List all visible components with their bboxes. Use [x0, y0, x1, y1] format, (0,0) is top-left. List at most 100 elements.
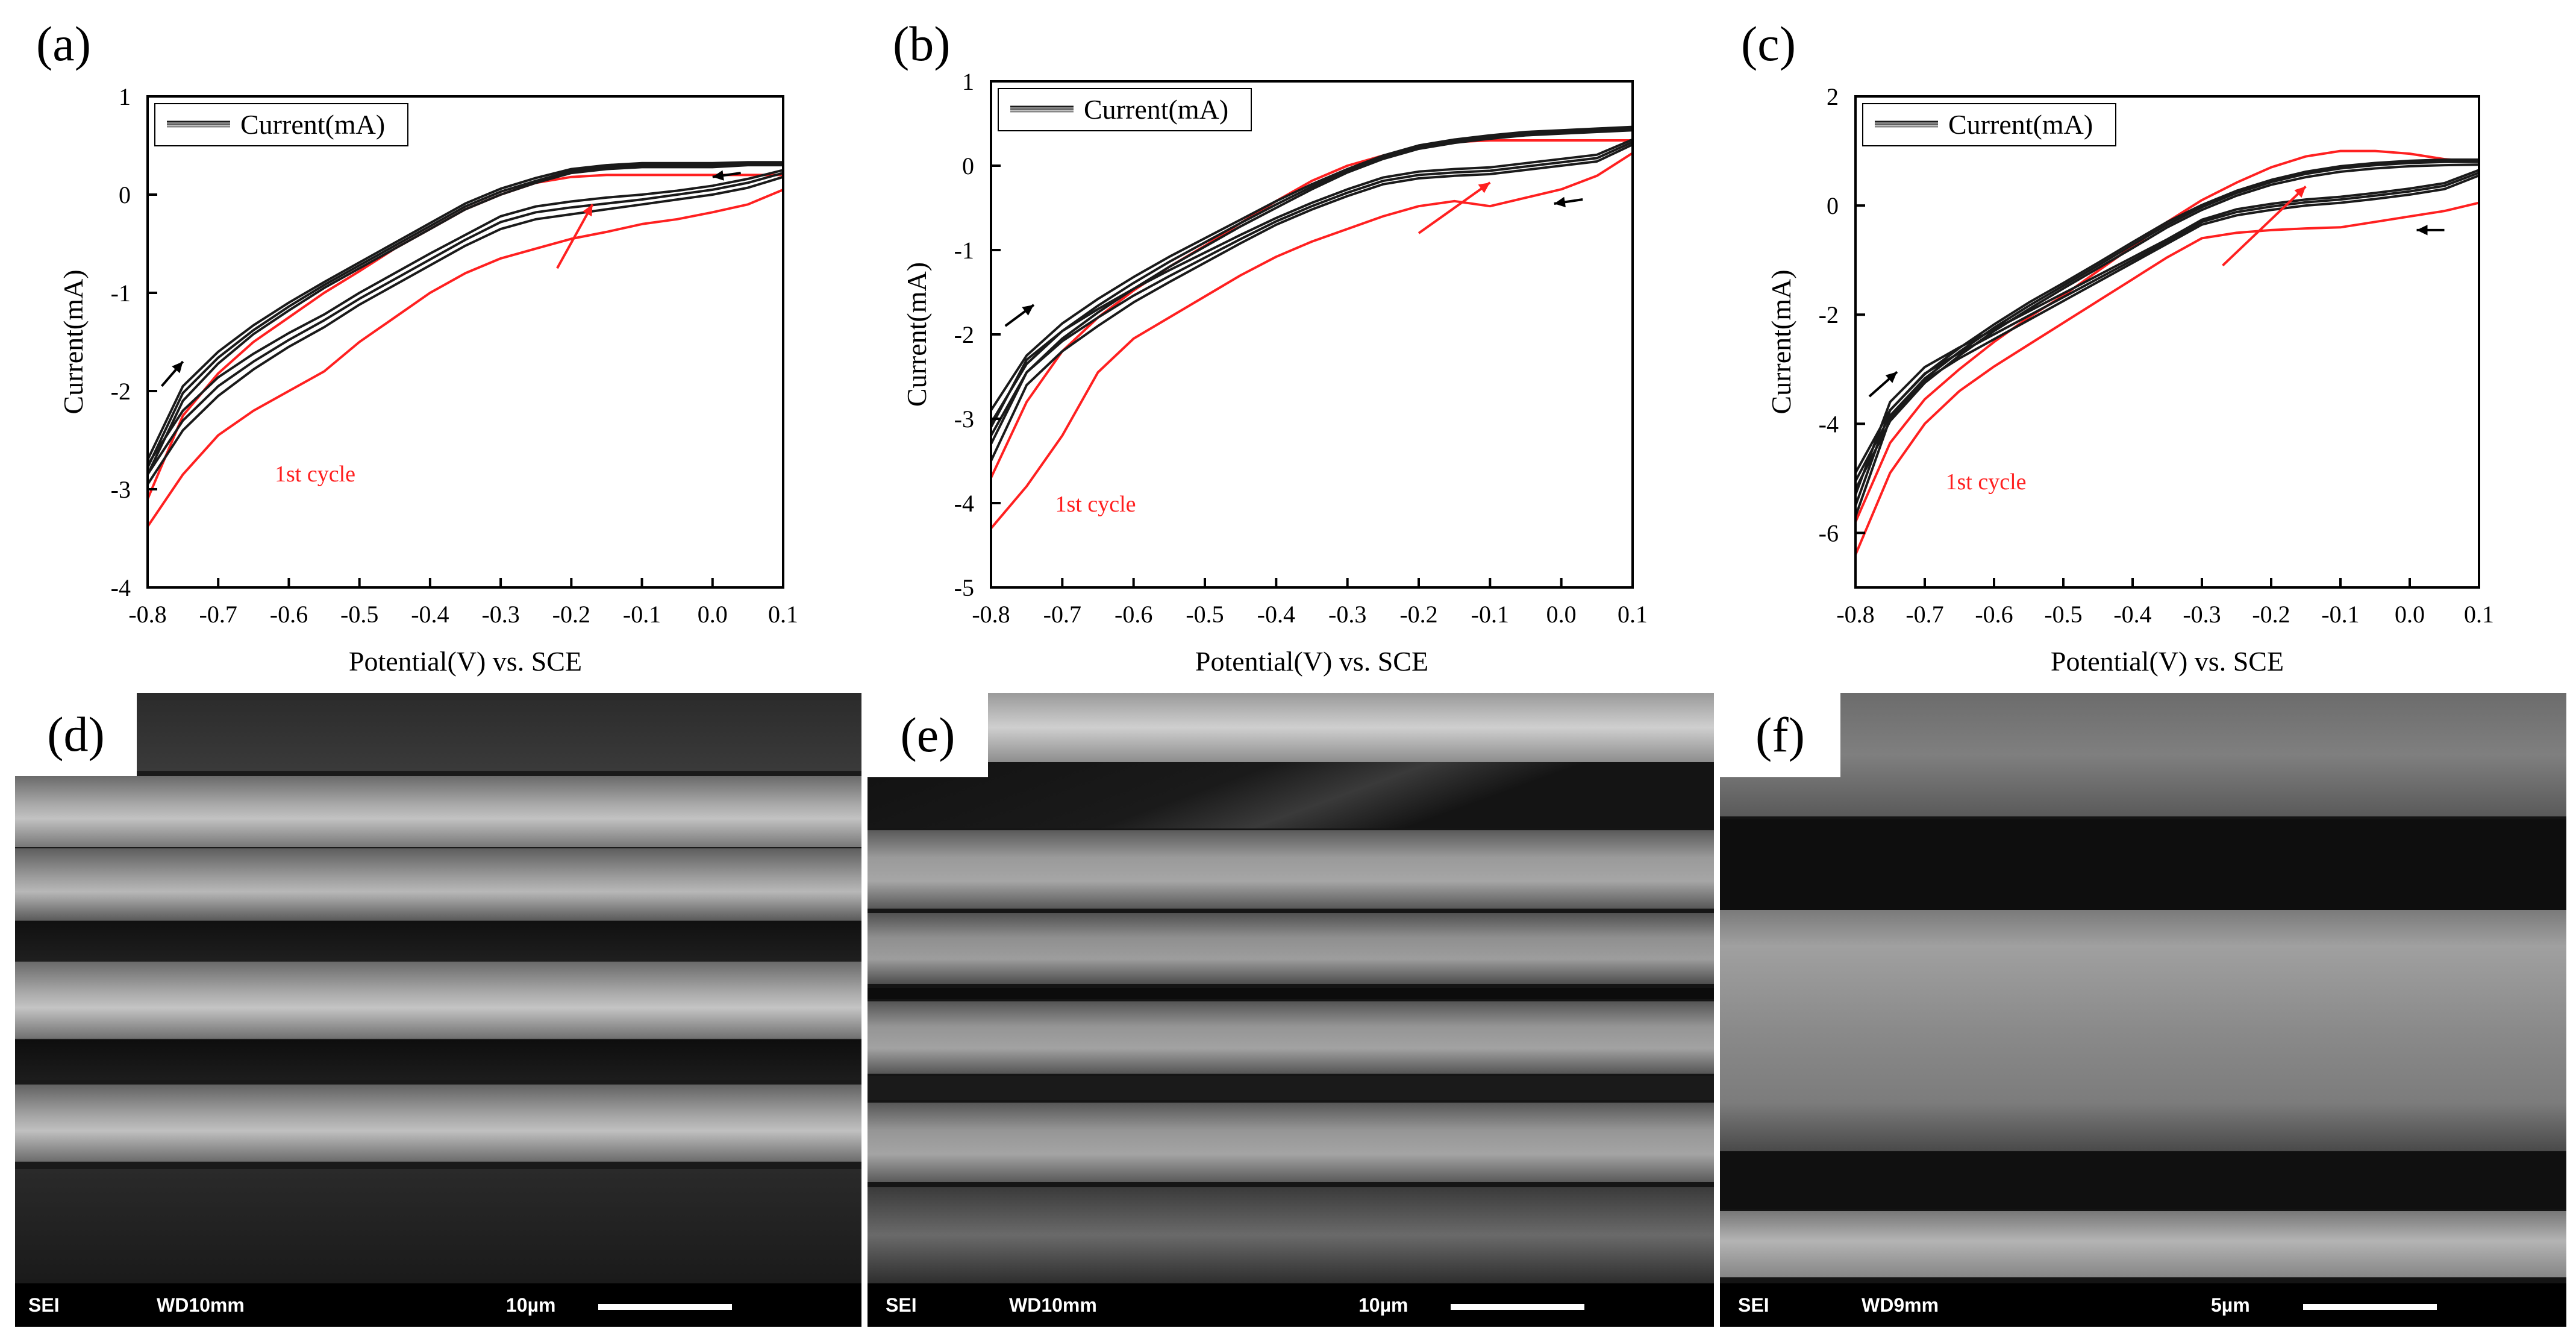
x-tick-label: 0.1: [768, 601, 798, 628]
panel-label: (c): [1741, 16, 1796, 71]
x-tick-label: -0.1: [1471, 601, 1509, 628]
direction-arrow-head: [1885, 372, 1897, 383]
sem-scale-label: 5µm: [2211, 1294, 2250, 1316]
series-first-cycle: [146, 174, 784, 528]
first-cycle-annotation: 1st cycle: [275, 462, 355, 487]
fiber: [15, 962, 861, 1039]
scale-bar: [2303, 1304, 2437, 1310]
x-tick-label: -0.1: [2321, 601, 2359, 628]
x-axis-label: Potential(V) vs. SCE: [349, 646, 582, 677]
direction-arrow-head: [172, 362, 183, 374]
panel-label-e: (e): [868, 693, 988, 777]
first-cycle-annotation: 1st cycle: [1946, 469, 2027, 495]
fiber: [868, 1076, 1714, 1100]
x-tick-label: -0.3: [481, 601, 519, 628]
legend-label: Current(mA): [1084, 94, 1228, 125]
x-axis-label: Potential(V) vs. SCE: [2051, 646, 2284, 677]
y-tick-label: -4: [954, 490, 974, 517]
plot-frame: [1854, 95, 2480, 589]
x-tick-label: -0.2: [1399, 601, 1437, 628]
y-axis-label: Current(mA): [58, 269, 89, 414]
sem-working-distance: WD10mm: [157, 1294, 245, 1316]
sem-scale-label: 10µm: [506, 1294, 556, 1316]
y-tick-label: 0: [962, 152, 974, 180]
x-tick-label: -0.3: [1328, 601, 1366, 628]
fiber: [15, 1040, 861, 1080]
fiber: [1720, 693, 2566, 816]
fiber: [868, 988, 1714, 999]
fiber: [15, 776, 861, 847]
direction-arrow-head: [1554, 196, 1566, 207]
x-tick-label: 0.0: [698, 601, 728, 628]
direction-arrow-head: [1478, 183, 1490, 193]
x-tick-label: -0.1: [623, 601, 661, 628]
panel-label-d: (d): [15, 693, 137, 776]
sem-info-bar: SEI WD10mm 10µm: [15, 1283, 861, 1327]
fiber: [1720, 1211, 2566, 1277]
sem-info-bar: SEI WD10mm 10µm: [868, 1283, 1714, 1327]
y-tick-label: -2: [111, 378, 131, 405]
direction-arrow-head: [2416, 225, 2428, 236]
series-cycle: [1854, 158, 2480, 495]
x-tick-label: -0.2: [552, 601, 590, 628]
x-tick-label: -0.2: [2252, 601, 2290, 628]
series-cycle: [1854, 163, 2480, 517]
scale-bar: [1451, 1304, 1584, 1310]
y-tick-label: -2: [1819, 301, 1839, 328]
x-tick-label: -0.6: [270, 601, 308, 628]
y-tick-label: -6: [1819, 519, 1839, 546]
y-tick-label: 0: [119, 181, 131, 208]
cv-plot-b: (b) -0.8 -0.7 -0.6 -0.5 -0.4 -0.3 -0.2 -0.1 0.0 0.…: [855, 0, 1711, 687]
y-tick-label: 0: [1827, 192, 1839, 219]
cv-plot-a: (a) -0.8 -0.7 -0.6 -0.5 -0.4 -0.3 -0.2 -0.1 0.0 0.…: [0, 0, 855, 687]
x-tick-label: 0.1: [1618, 601, 1648, 628]
series-cycle: [1854, 160, 2480, 506]
fiber: [15, 848, 861, 921]
fiber: [868, 762, 1714, 828]
sem-working-distance: WD9mm: [1862, 1294, 1939, 1316]
cv-chart-svg: (c) -0.8 -0.7 -0.6 -0.5 -0.4 -0.3 -0.2 -0.1 0.0 0.…: [1741, 16, 2494, 677]
y-tick-label: -4: [1819, 410, 1839, 437]
direction-arrow: [2222, 185, 2307, 267]
x-tick-label: -0.8: [972, 601, 1010, 628]
sem-scale-label: 10µm: [1358, 1294, 1408, 1316]
x-tick-label: -0.8: [128, 601, 166, 628]
x-tick-label: -0.8: [1836, 601, 1874, 628]
y-tick-label: -2: [954, 321, 974, 348]
x-tick-label: 0.1: [2464, 601, 2494, 628]
cv-chart-svg: (b) -0.8 -0.7 -0.6 -0.5 -0.4 -0.3 -0.2 -0.1 0.0 0.…: [893, 16, 1648, 677]
x-tick-label: -0.7: [199, 601, 237, 628]
legend-label: Current(mA): [1948, 109, 2093, 140]
series-cycle: [990, 127, 1634, 445]
sem-detector: SEI: [1738, 1294, 1769, 1316]
fiber: [15, 1169, 861, 1283]
panel-label: (b): [893, 16, 951, 71]
x-tick-label: -0.4: [2113, 601, 2151, 628]
plot-frame: [146, 95, 784, 589]
fiber: [868, 1103, 1714, 1182]
x-tick-label: -0.6: [1975, 601, 2013, 628]
x-tick-label: 0.0: [2395, 601, 2425, 628]
direction-arrow-head: [2294, 186, 2306, 198]
first-cycle-annotation: 1st cycle: [1055, 492, 1136, 517]
x-tick-label: -0.5: [1186, 601, 1224, 628]
x-tick-label: -0.4: [1257, 601, 1295, 628]
y-tick-label: -3: [954, 405, 974, 433]
y-tick-label: 1: [962, 68, 974, 95]
x-tick-label: -0.4: [411, 601, 449, 628]
direction-arrow: [556, 204, 594, 269]
x-tick-label: 0.0: [1546, 601, 1577, 628]
x-tick-label: -0.7: [1905, 601, 1943, 628]
y-axis-label: Current(mA): [1766, 269, 1796, 414]
fiber: [868, 913, 1714, 984]
y-tick-label: -1: [111, 280, 131, 307]
fiber: [15, 1085, 861, 1162]
fiber: [15, 921, 861, 962]
series-cycle: [146, 164, 784, 485]
sem-info-bar: SEI WD9mm 5µm: [1720, 1283, 2566, 1327]
x-axis-label: Potential(V) vs. SCE: [1195, 646, 1428, 677]
fiber: [868, 693, 1714, 762]
y-tick-label: -3: [111, 476, 131, 503]
y-tick-label: 1: [119, 83, 131, 110]
fiber: [868, 1187, 1714, 1283]
